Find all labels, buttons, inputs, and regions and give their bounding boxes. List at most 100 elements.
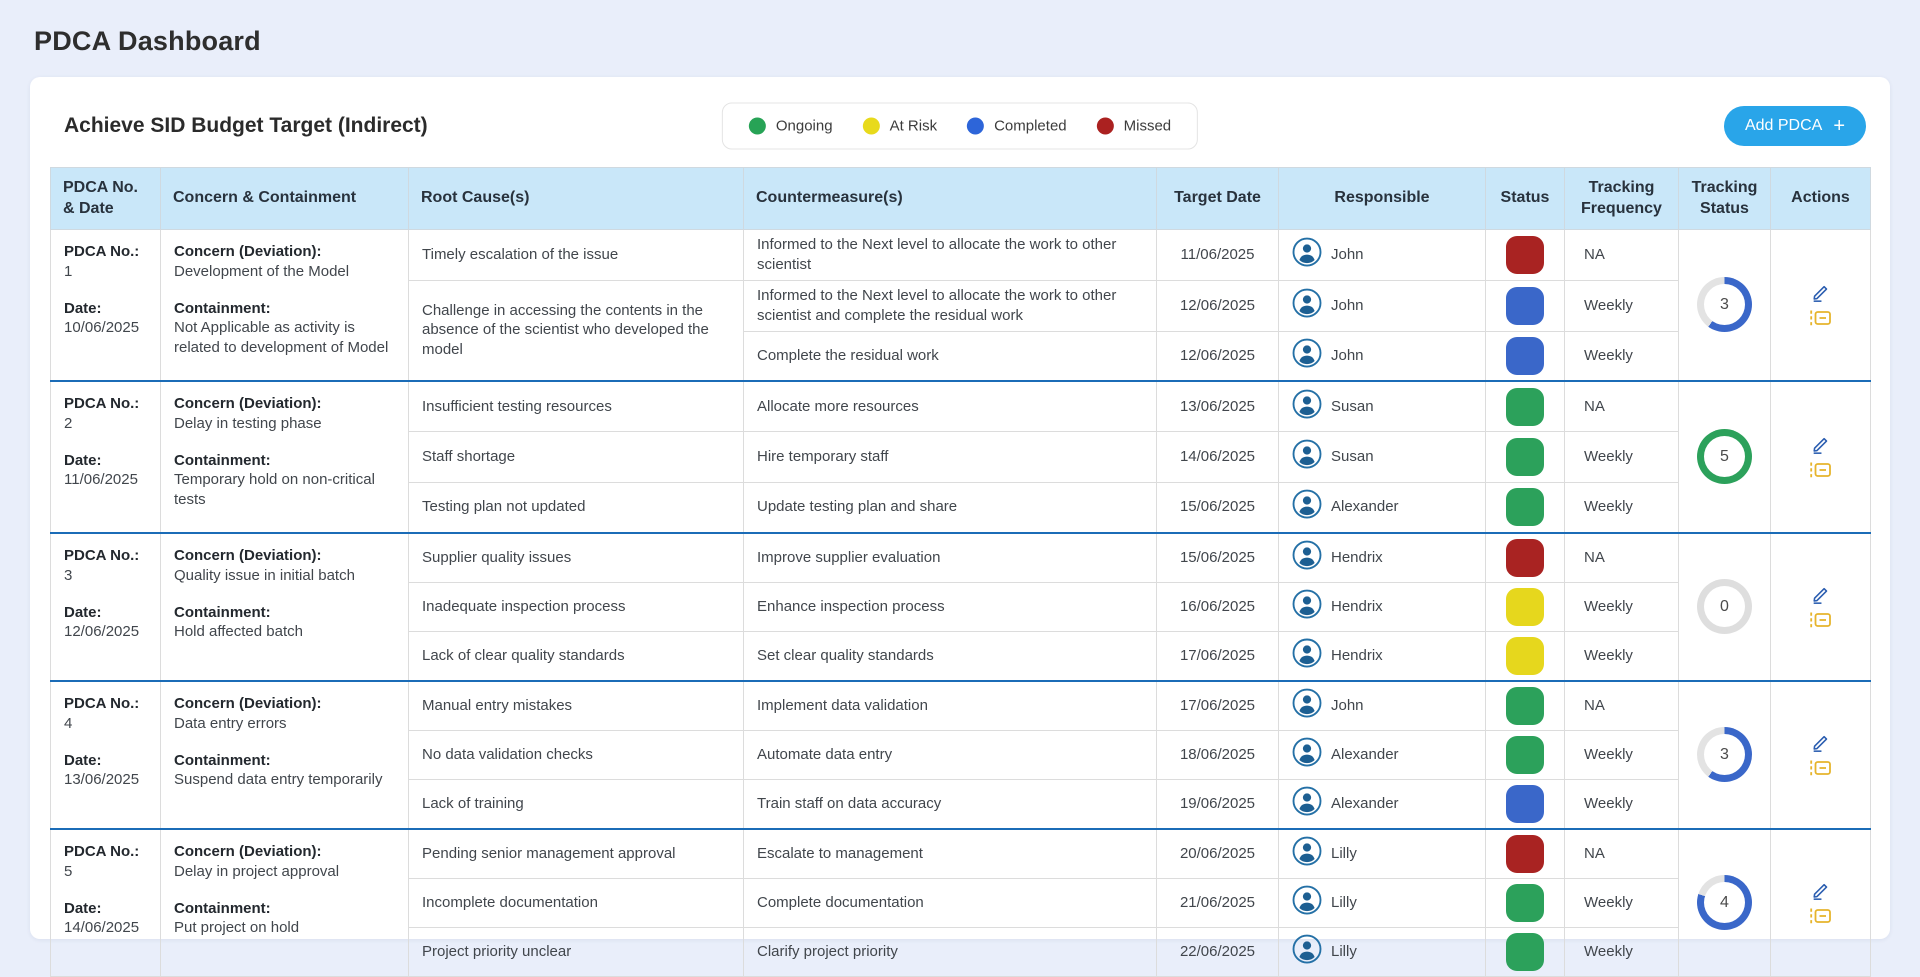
date-value: 14/06/2025 — [64, 919, 140, 937]
containment-value: Temporary hold on non-critical tests — [174, 471, 375, 509]
countermeasure-cell: Update testing plan and share — [743, 481, 1157, 534]
pdca-no-label: PDCA No.: — [64, 694, 140, 712]
responsible-name: John — [1331, 697, 1364, 715]
tracking-log-button[interactable] — [1806, 607, 1835, 633]
tracking-log-icon — [1808, 760, 1833, 782]
pencil-icon — [1810, 587, 1832, 608]
tracking-frequency-cell: NA — [1564, 828, 1679, 879]
tracking-frequency-cell: NA — [1564, 380, 1679, 433]
tracking-count: 4 — [1704, 882, 1745, 924]
root-cause-cell: Insufficient testing resources — [408, 380, 744, 433]
legend-dot-completed — [967, 117, 985, 135]
responsible-cell: John — [1278, 279, 1486, 332]
edit-button[interactable] — [1808, 729, 1834, 755]
status-indicator-ongoing — [1506, 883, 1544, 922]
concern-containment-cell: Concern (Deviation): Delay in project ap… — [160, 828, 409, 977]
tracking-log-icon — [1808, 462, 1833, 484]
person-icon — [1292, 489, 1322, 525]
tracking-log-icon — [1808, 612, 1833, 634]
legend-dot-at-risk — [862, 117, 880, 135]
table-row: Complete the residual work 12/06/2025 Joh… — [51, 330, 1871, 382]
pdca-no-label: PDCA No.: — [64, 546, 140, 564]
pdca-no-date-cell: PDCA No.: 4 Date: 13/06/2025 — [50, 680, 161, 830]
table-row: Challenge in accessing the contents in t… — [51, 279, 1871, 382]
tracking-frequency-cell: Weekly — [1564, 778, 1679, 830]
status-indicator-ongoing — [1506, 488, 1544, 527]
status-cell — [1485, 330, 1565, 382]
responsible-name: Alexander — [1331, 498, 1399, 516]
status-indicator-missed — [1506, 235, 1544, 274]
countermeasure-cell: Implement data validation — [743, 680, 1157, 731]
responsible-name: Alexander — [1331, 795, 1399, 813]
date-label: Date: — [64, 603, 102, 621]
table-row: Inadequate inspection process Enhance ins… — [51, 581, 1871, 632]
target-date-cell: 12/06/2025 — [1156, 279, 1279, 332]
status-indicator-at_risk — [1506, 587, 1544, 626]
responsible-name: Lilly — [1331, 943, 1357, 961]
person-icon — [1292, 338, 1322, 374]
date-value: 12/06/2025 — [64, 623, 140, 641]
containment-value: Suspend data entry temporarily — [174, 771, 383, 789]
date-value: 10/06/2025 — [64, 319, 140, 337]
person-icon — [1292, 934, 1322, 970]
concern-value: Quality issue in initial batch — [174, 566, 355, 584]
concern-label: Concern (Deviation): — [174, 694, 322, 712]
column-header: Target Date — [1156, 167, 1279, 230]
page-title: PDCA Dashboard — [34, 26, 261, 56]
responsible-cell: John — [1278, 680, 1486, 731]
status-cell — [1485, 729, 1565, 780]
pencil-icon — [1810, 437, 1832, 458]
status-cell — [1485, 229, 1565, 281]
tracking-frequency-cell: Weekly — [1564, 581, 1679, 632]
pencil-icon — [1810, 883, 1832, 904]
tracking-status-cell: 0 — [1678, 532, 1771, 682]
root-cause-cell: Manual entry mistakes — [408, 680, 744, 731]
tracking-log-button[interactable] — [1806, 305, 1835, 331]
target-date-cell: 15/06/2025 — [1156, 532, 1279, 583]
pdca-no-date-cell: PDCA No.: 3 Date: 12/06/2025 — [50, 532, 161, 682]
responsible-cell: John — [1278, 229, 1486, 281]
root-cause-cell: Project priority unclear — [408, 926, 744, 977]
countermeasure-cell: Enhance inspection process — [743, 581, 1157, 632]
legend-item-missed: Missed — [1096, 117, 1171, 135]
tracking-log-button[interactable] — [1806, 457, 1835, 483]
person-icon — [1292, 836, 1322, 872]
target-date-cell: 18/06/2025 — [1156, 729, 1279, 780]
concern-value: Development of the Model — [174, 262, 350, 280]
tracking-count: 3 — [1704, 734, 1745, 776]
tracking-log-button[interactable] — [1806, 903, 1835, 929]
table-row: Lack of training Train staff on data accu… — [51, 778, 1871, 830]
date-value: 13/06/2025 — [64, 771, 140, 789]
edit-button[interactable] — [1808, 279, 1834, 305]
add-pdca-label: Add PDCA — [1744, 117, 1823, 134]
add-pdca-button[interactable]: Add PDCA + — [1723, 106, 1866, 146]
containment-label: Containment: — [174, 451, 271, 469]
legend-dot-ongoing — [748, 117, 766, 135]
status-cell — [1485, 778, 1565, 830]
tracking-status-cell: 5 — [1678, 380, 1771, 534]
pdca-no-date-cell: PDCA No.: 1 Date: 10/06/2025 — [50, 228, 161, 382]
target-date-cell: 14/06/2025 — [1156, 431, 1279, 483]
pdca-no-value: 1 — [64, 262, 73, 280]
pencil-icon — [1810, 285, 1832, 306]
edit-button[interactable] — [1808, 877, 1834, 903]
tracking-frequency-cell: Weekly — [1564, 729, 1679, 780]
edit-button[interactable] — [1808, 581, 1834, 607]
pdca-no-label: PDCA No.: — [64, 243, 140, 260]
pdca-no-date-cell: PDCA No.: 2 Date: 11/06/2025 — [50, 380, 161, 534]
tracking-log-button[interactable] — [1806, 755, 1835, 781]
containment-label: Containment: — [174, 603, 271, 621]
table-row: Lack of clear quality standards Set clear… — [51, 630, 1871, 682]
date-label: Date: — [64, 451, 102, 469]
status-indicator-ongoing — [1506, 735, 1544, 774]
legend-item-ongoing: Ongoing — [748, 117, 833, 135]
root-cause-cell: Pending senior management approval — [408, 828, 744, 879]
responsible-cell: Alexander — [1278, 729, 1486, 780]
status-cell — [1485, 630, 1565, 682]
column-header: Actions — [1770, 167, 1871, 230]
edit-button[interactable] — [1808, 431, 1834, 457]
status-cell — [1485, 532, 1565, 583]
status-indicator-ongoing — [1506, 437, 1544, 476]
responsible-name: Hendrix — [1331, 647, 1383, 665]
person-icon — [1292, 589, 1322, 625]
